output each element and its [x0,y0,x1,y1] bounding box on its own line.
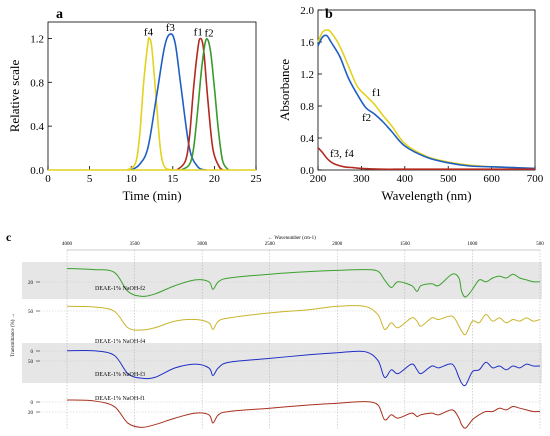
panel-c-chart: 4000 3500 3000 2500 2000 1500 1000 500205005002… [11,236,544,430]
panel-c-series-labels: DEAE-1% NaOH-f2 DEAE-1% NaOH-f4 DEAE-1% Na… [95,285,145,402]
panel-a-ylabel: Relative scale [7,60,22,133]
panel-label-a: a [56,7,63,22]
panel-a-xtick-label: 10 [126,173,138,185]
panel-a-xtick-label: 20 [209,173,221,185]
panel-a-series-f4 [126,37,174,171]
panel-c-xtick-label: 2500 [265,242,276,247]
panel-label-c: c [6,230,12,244]
panel-c-xtick-label: 1500 [400,242,411,247]
panel-a-label-f2: f2 [204,28,213,40]
panel-a-series [48,33,256,171]
panel-b-annotation-f2: f2 [362,112,371,124]
panel-c-xtick-label: 500 [536,242,544,247]
panel-a-xlabel: Time (min) [122,188,181,203]
panel-b-xtick-label: 200 [310,173,327,185]
panel-b-frame [317,9,536,171]
panel-c-series-deae-1-naoh-f1 [66,399,541,429]
panel-a-chart: 0 5 10 15 20 25 0.0 0.4 0.8 1.2 f4 f3 f1 f2 Time (mi… [7,21,263,203]
panel-b-annotation-f3-f4: f3, f4 [330,148,354,160]
panel-b-xlabel: Wavelength (nm) [381,188,471,203]
panel-a-xtick-label: 25 [251,173,263,185]
panel-label-b: b [325,7,333,22]
panel-c-ytick-label: 20 [28,411,34,416]
panel-c-label-deae-1-naoh-f4: DEAE-1% NaOH-f4 [95,338,145,345]
panel-c-ytick-label: 0 [31,401,34,406]
panel-b-ytick-label: 1.6 [300,37,314,49]
panel-a-series-f2 [180,37,230,171]
panel-c-xtick-label: 4000 [62,242,73,247]
panel-b-ytick-label: 1.2 [300,69,314,81]
panel-a-series-labels: f4 f3 f1 f2 [144,22,214,39]
panel-a-xtick-label: 15 [167,173,179,185]
panel-c-xtick-label: 2000 [332,242,343,247]
panel-b-ytick-label: 0.4 [300,133,314,145]
panel-c-xlabel: ← Wavenumber (cm-1) [268,236,316,241]
panel-a-ytick-label: 0.8 [30,77,44,89]
panel-a-ytick-label: 0.0 [30,165,44,177]
panel-a-axes: 0 5 10 15 20 25 0.0 0.4 0.8 1.2 [30,21,263,185]
panel-a-xtick-label: 5 [87,173,93,185]
panel-c-xtick-label: 1000 [467,242,478,247]
panel-a-label-f4: f4 [144,26,154,38]
panel-c-label-deae-1-naoh-f2: DEAE-1% NaOH-f2 [95,285,145,292]
panel-c-series-deae-1-naoh-f2 [66,268,541,298]
panel-c-band [22,343,542,383]
panel-c-xtick-label: 3000 [197,242,208,247]
panel-b-ytick-label: 0.8 [300,101,314,113]
panel-a-label-f3: f3 [166,22,176,34]
panel-a-xtick-label: 0 [45,173,51,185]
panel-c-band [22,262,542,299]
panel-b-xtick-label: 400 [397,173,414,185]
panel-c-ytick-label: 50 [28,310,34,315]
panel-b-series-f2 [317,34,536,170]
panel-c-series-deae-1-naoh-f4 [66,305,541,336]
panel-c-ytick-label: 50 [28,360,34,365]
panel-a-label-f1: f1 [194,26,203,38]
panel-a-series-f1 [176,37,224,171]
panel-b-series-f3-f4 [317,147,535,171]
panel-b-ylabel: Absorbance [277,59,292,121]
panel-a-ytick-label: 1.2 [30,33,44,45]
panel-c-bands [22,262,542,383]
panel-b-ytick-label: 2.0 [300,5,314,17]
panel-b-xtick-label: 700 [527,173,544,185]
panel-c-ticks: 4000 3500 3000 2500 2000 1500 1000 500205005002… [28,242,544,416]
panel-c-ylabel: Transmittance (%) → [11,313,16,356]
panel-c-xtick-label: 3500 [130,242,141,247]
panel-b-ytick-label: 0.0 [300,165,314,177]
panel-b-series [317,29,536,171]
panel-c-ytick-label: 0 [31,350,34,355]
panel-b-annotations: f1 f2 f3, f4 [330,87,381,160]
panel-b-xtick-label: 500 [440,173,457,185]
panel-c-ytick-label: 20 [28,281,34,286]
panel-a-ytick-label: 0.4 [30,121,44,133]
panel-c-label-deae-1-naoh-f1: DEAE-1% NaOH-f1 [95,395,145,402]
panel-c-series [66,268,541,429]
panel-b-xtick-label: 600 [483,173,500,185]
panel-b-xtick-label: 300 [353,173,370,185]
panel-c-series-deae-1-naoh-f3 [66,349,541,387]
panel-c-label-deae-1-naoh-f3: DEAE-1% NaOH-f3 [95,371,145,378]
panel-b-annotation-f1: f1 [372,87,381,99]
